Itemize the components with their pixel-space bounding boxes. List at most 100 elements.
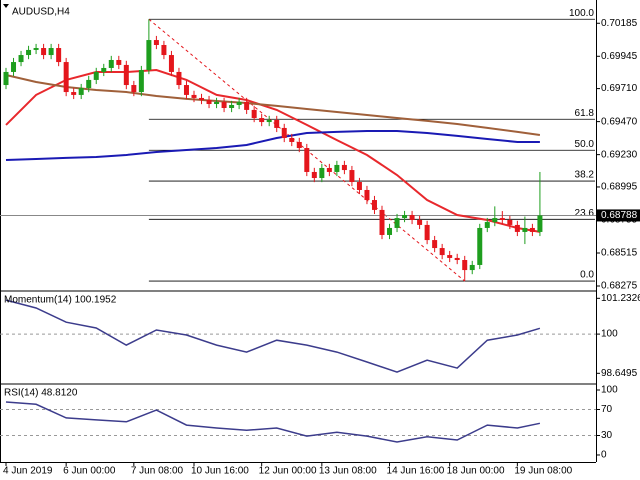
candle-body [63,62,69,93]
x-tick-label: 14 Jun 16:00 [387,466,445,477]
candle-body [244,101,250,110]
candle-body [206,100,212,105]
candle-body [199,97,205,101]
candle-body [116,59,122,65]
y-tick-label: 70 [601,404,613,415]
candle-body [371,200,377,210]
y-tick-label: 0.69230 [601,149,638,160]
candle-body [26,49,32,56]
candle-body [33,48,39,50]
indicator-line [5,401,541,443]
candle-body [304,148,310,172]
candle-body [191,94,197,98]
fib-label: 100.0 [569,8,594,19]
candle-body [229,104,235,108]
moving-average [5,74,541,136]
candle-body [499,218,505,220]
candle-body [78,88,84,95]
y-tick-label: 0.69710 [601,83,638,94]
x-tick-label: 18 Jun 00:00 [447,466,505,477]
candle-body [296,141,302,149]
candle-body [341,164,347,171]
candle-body [356,182,362,190]
candle-body [108,59,114,68]
candle-body [514,224,520,232]
candle-body [168,55,174,72]
candle-body [214,101,220,105]
candle-body [349,170,355,183]
candle-body [447,255,453,258]
candle-body [334,164,340,172]
candle-body [93,71,99,80]
candle-body [251,109,257,119]
candle-body [439,248,445,256]
candle-body [274,119,280,128]
moving-average [5,130,540,161]
current-price-box [597,209,640,222]
candle-body [161,44,167,56]
candle-body [522,227,528,232]
candle-body [319,167,325,179]
candle-body [424,224,430,241]
candle-body [221,101,227,108]
fib-label: 61.8 [575,108,595,119]
y-tick-label: 0 [601,450,607,461]
y-tick-label: 30 [601,430,613,441]
candle-body [387,227,393,235]
candle-body [101,67,107,72]
candle-body [138,70,144,93]
y-tick-label: 100 [601,329,618,340]
candle-body [507,219,513,225]
fib-label: 50.0 [575,139,595,150]
candle-body [529,227,535,232]
y-tick-label: 98.6495 [601,368,638,379]
candle-body [86,79,92,89]
x-tick-label: 19 Jun 08:00 [514,466,572,477]
candle-body [183,85,189,95]
candle-body [176,71,182,86]
x-tick-label: 12 Jun 00:00 [259,466,317,477]
fib-label: 0.0 [580,270,594,281]
y-tick-label: 100 [601,385,618,396]
x-tick-label: 6 Jun 00:00 [63,466,116,477]
candle-body [311,171,317,179]
candle-body [146,40,152,71]
x-tick-label: 10 Jun 16:00 [191,466,249,477]
y-tick-label: 0.68275 [601,281,638,292]
candle-body [281,127,287,138]
y-tick-label: 101.2326 [601,293,640,304]
candle-body [266,119,272,123]
candle-body [469,264,475,271]
panel-title: Momentum(14) 100.1952 [4,295,117,306]
candle-body [394,218,400,228]
y-tick-label: 0.69945 [601,51,638,62]
candle-body [56,48,62,63]
candle-body [492,218,498,223]
candle-body [364,189,370,201]
candle-body [409,215,415,220]
candle-body [432,240,438,249]
candle-body [123,64,129,86]
candle-body [131,85,137,93]
y-tick-label: 0.68995 [601,182,638,193]
x-tick-label: 13 Jun 08:00 [319,466,377,477]
candle-body [484,222,490,228]
candle-body [18,55,24,63]
title-arrow [3,4,9,8]
candle-body [3,71,9,86]
candle-body [11,62,17,72]
candle-body [537,215,543,232]
fib-label: 38.2 [575,170,595,181]
panel-title: RSI(14) 48.8120 [4,388,78,399]
candle-body [259,118,265,123]
candle-body [454,257,460,261]
y-tick-label: 0.69470 [601,116,638,127]
x-tick-label: 4 Jun 2019 [3,466,53,477]
y-tick-label: 0.70185 [601,18,638,29]
candle-body [71,92,77,95]
indicator-line [5,299,541,373]
y-tick-label: 0.68515 [601,248,638,259]
